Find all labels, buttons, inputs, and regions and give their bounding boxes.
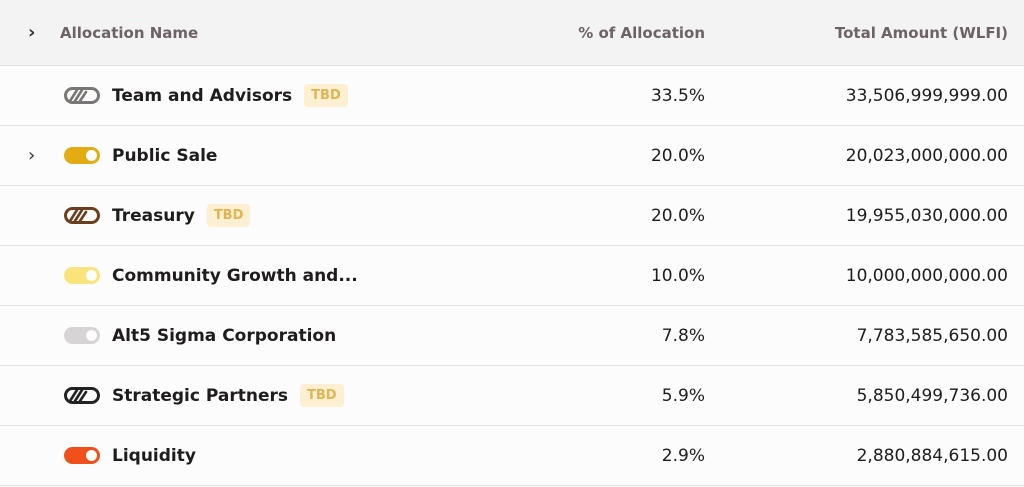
table-row[interactable]: › Public Sale 20.0% 20,023,000,000.00 — [0, 126, 1024, 186]
hatched-toggle-icon — [64, 207, 100, 224]
expand-chevron-icon[interactable]: › — [28, 144, 36, 166]
column-header-percent[interactable]: % of Allocation — [578, 23, 705, 42]
allocation-name: Community Growth and... — [112, 265, 358, 286]
allocation-name: Alt5 Sigma Corporation — [112, 325, 337, 346]
allocation-percent: 20.0% — [650, 145, 705, 166]
allocation-percent: 33.5% — [650, 85, 705, 106]
allocation-amount: 10,000,000,000.00 — [845, 265, 1008, 286]
table-row: Community Growth and... 10.0% 10,000,000,0… — [0, 246, 1024, 306]
table-row: Team and Advisors TBD 33.5% 33,506,999,999.… — [0, 66, 1024, 126]
toggle-icon — [64, 147, 100, 164]
allocation-name: Liquidity — [112, 445, 196, 466]
allocation-amount: 33,506,999,999.00 — [845, 85, 1008, 106]
toggle-icon — [64, 327, 100, 344]
tbd-badge: TBD — [300, 384, 344, 407]
allocation-amount: 20,023,000,000.00 — [845, 145, 1008, 166]
allocation-name: Strategic Partners — [112, 385, 288, 406]
allocation-amount: 7,783,585,650.00 — [856, 325, 1008, 346]
hatched-toggle-icon — [64, 87, 100, 104]
toggle-icon — [64, 447, 100, 464]
tbd-badge: TBD — [304, 84, 348, 107]
table-row: Treasury TBD 20.0% 19,955,030,000.00 — [0, 186, 1024, 246]
allocation-percent: 20.0% — [650, 205, 705, 226]
toggle-icon — [64, 267, 100, 284]
allocation-percent: 10.0% — [650, 265, 705, 286]
allocation-amount: 2,880,884,615.00 — [856, 445, 1008, 466]
table-row: Alt5 Sigma Corporation 7.8% 7,783,585,650.… — [0, 306, 1024, 366]
allocation-table-body: Team and Advisors TBD 33.5% 33,506,999,999.… — [0, 66, 1024, 486]
table-row: Liquidity 2.9% 2,880,884,615.00 — [0, 426, 1024, 486]
hatched-toggle-icon — [64, 387, 100, 404]
allocation-amount: 19,955,030,000.00 — [845, 205, 1008, 226]
table-header: › Allocation Name % of Allocation Total … — [0, 0, 1024, 66]
allocation-name: Treasury — [112, 205, 195, 226]
column-header-amount[interactable]: Total Amount (WLFI) — [834, 23, 1008, 42]
column-header-name[interactable]: Allocation Name — [60, 23, 199, 42]
allocation-amount: 5,850,499,736.00 — [856, 385, 1008, 406]
allocation-name: Team and Advisors — [112, 85, 293, 106]
allocation-percent: 7.8% — [661, 325, 705, 346]
table-row: Strategic Partners TBD 5.9% 5,850,499,736.0… — [0, 366, 1024, 426]
tbd-badge: TBD — [206, 204, 251, 227]
expand-all-chevron-icon[interactable]: › — [28, 21, 36, 43]
allocation-name: Public Sale — [112, 145, 218, 166]
allocation-percent: 5.9% — [661, 385, 705, 406]
allocation-percent: 2.9% — [661, 445, 705, 466]
